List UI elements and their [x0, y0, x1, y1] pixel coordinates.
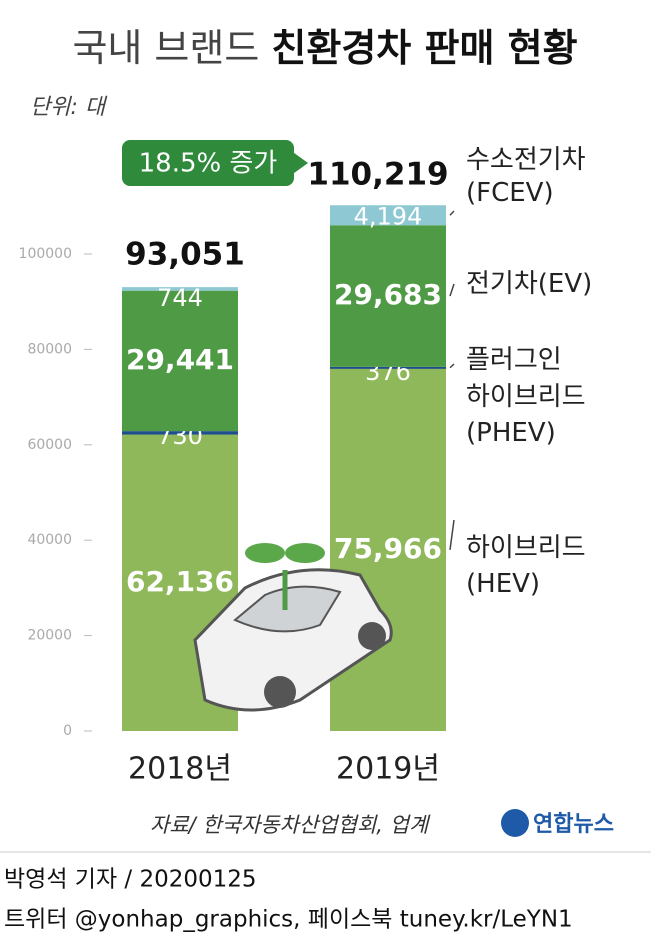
x-tick-label: 2018년 — [128, 752, 232, 787]
byline: 박영석 기자 / 20200125 — [4, 867, 257, 893]
legend-entry: 플러그인 하이브리드 (PHEV) — [466, 345, 586, 448]
bar-segment — [330, 205, 446, 226]
bar-segment — [330, 368, 446, 731]
unit: 단위: 대 — [30, 95, 108, 120]
legend-connector — [449, 210, 455, 216]
legend-connector — [449, 519, 455, 550]
legend-entry: 수소전기차 (FCEV) — [466, 145, 586, 208]
footer: 트위터 @yonhap_graphics, 페이스북 tuney.kr/LeYN… — [4, 907, 573, 933]
x-tick-label: 2019년 — [336, 752, 440, 787]
chart-title: 국내 브랜드 친환경차 판매 현황 — [72, 26, 577, 70]
y-tick-label: 60000 — [27, 437, 72, 453]
value-label: 75,966 — [334, 532, 442, 565]
y-tick-label: 100000 — [19, 246, 72, 262]
y-tick-label: 20000 — [27, 628, 72, 644]
logo: 연합뉴스 — [533, 811, 614, 837]
value-label: 62,136 — [126, 565, 234, 598]
y-tick-label: 80000 — [27, 341, 72, 357]
source: 자료/ 한국자동차산업협회, 업계 — [150, 813, 431, 837]
annotation: 18.5% 증가 — [139, 149, 278, 179]
bar-segment — [330, 225, 446, 367]
bar-segment — [122, 431, 238, 435]
bar-segment — [122, 290, 238, 432]
total-label: 110,219 — [307, 157, 448, 193]
legend-connector — [449, 283, 455, 297]
value-label: 29,441 — [126, 343, 234, 376]
legend-entry: 전기차(EV) — [466, 269, 592, 299]
car — [193, 543, 393, 712]
y-tick-label: 0 — [63, 723, 72, 739]
y-tick-label: 40000 — [27, 532, 72, 548]
plot: 0200004000060000800001000002018년62,13673… — [19, 145, 593, 787]
value-label: 29,683 — [334, 278, 442, 311]
annotation-box — [122, 140, 308, 186]
value-label: 744 — [157, 284, 203, 312]
bar-segment — [122, 287, 238, 291]
total-label: 93,051 — [125, 237, 245, 273]
bar-segment — [330, 366, 446, 369]
value-label: 4,194 — [354, 202, 423, 230]
legend-connector — [449, 363, 455, 369]
logo-icon — [501, 809, 529, 837]
legend-entry: 하이브리드 (HEV) — [466, 533, 586, 599]
